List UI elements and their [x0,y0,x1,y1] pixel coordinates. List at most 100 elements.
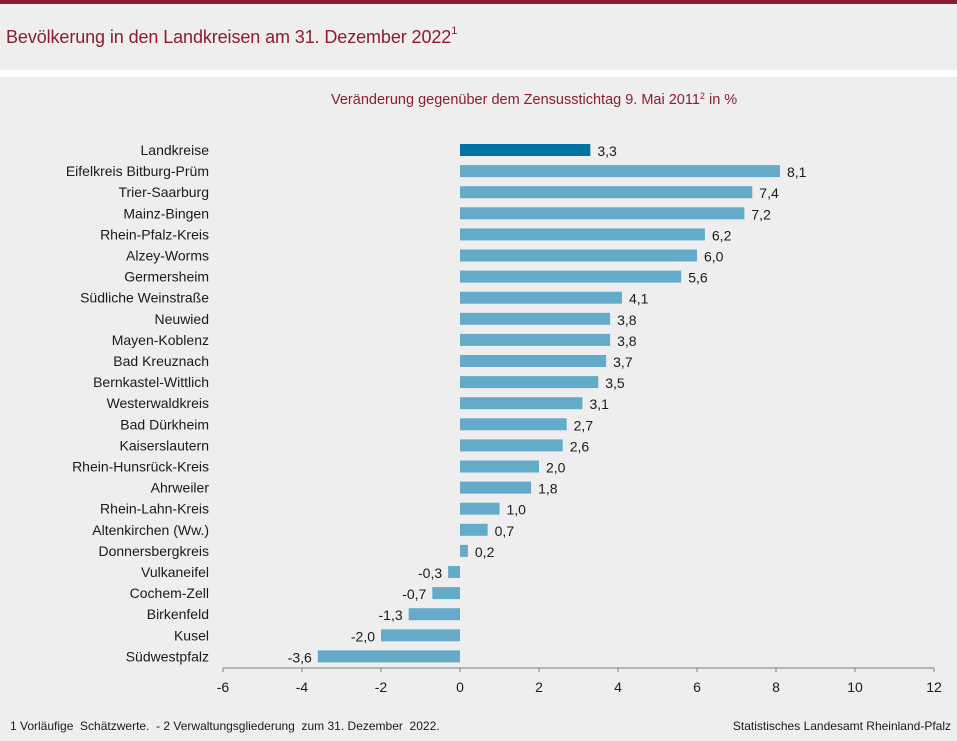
category-label: Bernkastel-Wittlich [93,374,209,390]
category-label: Mainz-Bingen [123,205,209,221]
page-title: Bevölkerung in den Landkreisen am 31. De… [6,25,458,48]
category-label: Landkreise [141,142,210,158]
value-label: -2,0 [351,628,375,644]
category-label: Südwestpfalz [126,648,209,664]
category-label: Donnersbergkreis [99,543,210,559]
bar-10 [460,355,607,367]
value-label: 2,6 [570,438,590,454]
bar-15 [460,460,539,473]
category-label: Rhein-Pfalz-Kreis [100,226,209,242]
footnote: 1 Vorläufige Schätzwerte. - 2 Verwaltung… [10,719,440,733]
bar-5 [460,249,697,262]
bar-12 [460,397,583,410]
category-label: Westerwaldkreis [107,395,209,411]
top-brand-band [0,0,957,4]
x-tick-label: 6 [693,679,701,695]
value-label: 3,7 [613,354,633,370]
page-title-footnote-mark: 1 [451,25,458,37]
category-label: Kusel [174,627,209,643]
bar-21 [432,587,460,600]
page-title-text: Bevölkerung in den Landkreisen am 31. De… [6,27,452,47]
bar-19 [460,544,468,557]
category-label: Rhein-Lahn-Kreis [100,501,209,517]
bar-20 [448,566,460,578]
bar-18 [460,523,488,536]
value-label: 2,7 [574,417,594,433]
bar-0 [460,144,591,156]
value-label: 3,5 [605,375,625,391]
bar-7 [460,291,622,304]
value-label: 4,1 [629,291,649,307]
x-tick-label: 0 [456,679,464,695]
category-label: Alzey-Worms [126,248,209,264]
bar-4 [460,228,705,241]
bar-14 [460,439,563,452]
source-credit: Statistisches Landesamt Rheinland-Pfalz [732,719,951,733]
category-label: Trier-Saarburg [118,184,209,200]
category-label: Bad Dürkheim [120,416,209,432]
value-label: -3,6 [288,649,312,665]
value-labels-group: 3,3 8,1 7,4 7,2 6,2 6,0 5,6 4,1 3,8 3,8 3,7 3,5 3,1 2… [288,143,807,665]
bar-23 [381,629,460,642]
category-labels-group: Landkreise Eifelkreis Bitburg-Prüm Trier-S… [66,142,209,664]
value-label: 3,8 [617,333,637,349]
value-label: 6,0 [704,249,724,265]
category-label: Bad Kreuznach [113,353,209,369]
value-label: 6,2 [712,227,732,243]
category-label: Südliche Weinstraße [80,290,209,306]
x-tick-label: 12 [926,679,942,695]
bar-16 [460,481,532,494]
bar-11 [460,376,599,389]
category-label: Eifelkreis Bitburg-Prüm [66,163,209,179]
bar-1 [460,165,780,178]
value-label: 5,6 [688,270,708,286]
value-label: 8,1 [787,164,807,180]
category-label: Kaiserslautern [120,437,210,453]
value-label: 7,2 [751,206,771,222]
category-label: Germersheim [124,269,209,285]
category-label: Ahrweiler [151,480,210,496]
chart-title-footnote-mark: 2 [699,91,705,101]
x-tick-label: -4 [296,679,309,695]
category-label: Rhein-Hunsrück-Kreis [72,459,209,475]
x-tick-label: 4 [614,679,622,695]
bar-17 [460,502,500,515]
value-label: 2,0 [546,460,566,476]
value-label: 1,0 [507,502,527,518]
bars-group [317,144,780,663]
x-tick-label: 10 [847,679,863,695]
value-label: -0,3 [418,565,442,581]
value-label: 3,8 [617,312,637,328]
category-label: Vulkaneifel [141,564,209,580]
bar-24 [317,650,460,663]
bar-6 [460,270,682,283]
bar-2 [460,186,753,199]
value-label: 1,8 [538,481,558,497]
x-tick-label: -6 [217,679,230,695]
x-axis: -6 -4 -2 0 2 4 6 8 10 12 [217,667,942,695]
header-separator [0,70,957,77]
value-label: 7,4 [759,185,779,201]
bar-8 [460,312,611,325]
chart-title: Veränderung gegenüber dem Zensusstichtag… [331,91,738,108]
value-label: 0,2 [475,544,495,560]
bar-22 [408,608,460,621]
value-label: 3,3 [597,143,617,159]
category-label: Neuwied [155,311,209,327]
x-tick-label: 8 [772,679,780,695]
bar-13 [460,418,567,431]
category-label: Mayen-Koblenz [112,332,209,348]
chart-title-text: Veränderung gegenüber dem Zensusstichtag… [331,92,700,108]
x-tick-label: 2 [535,679,543,695]
value-label: -0,7 [402,586,426,602]
category-label: Birkenfeld [147,606,209,622]
value-label: 3,1 [589,396,609,412]
x-tick-label: -2 [375,679,388,695]
category-label: Cochem-Zell [130,585,209,601]
bar-3 [460,207,745,220]
value-label: -1,3 [379,607,403,623]
category-label: Altenkirchen (Ww.) [92,522,209,538]
value-label: 0,7 [495,523,515,539]
chart-title-unit: in % [704,92,738,108]
